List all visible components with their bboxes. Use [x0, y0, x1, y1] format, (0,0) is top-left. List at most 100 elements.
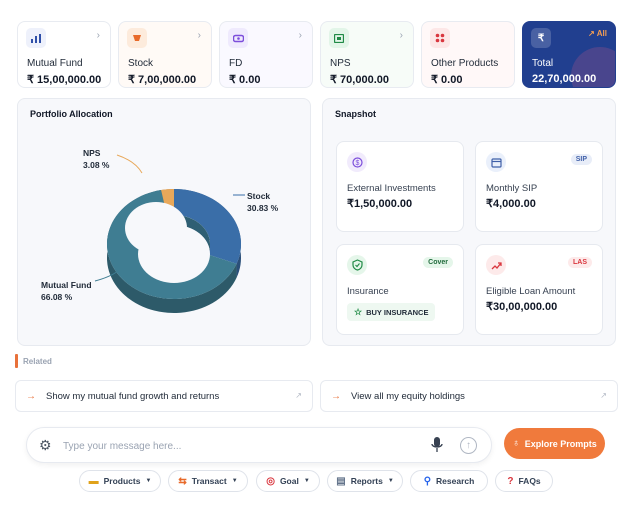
- target-icon: ◎: [266, 475, 275, 487]
- card-label: Total: [532, 58, 554, 69]
- slice-percent-nps: 3.08 %: [83, 160, 110, 170]
- document-icon: ▤: [336, 475, 346, 487]
- chevron-right-icon: ›: [96, 30, 100, 41]
- star-icon: ☆: [354, 306, 363, 317]
- stock-icon: [127, 28, 147, 48]
- send-arrow-icon[interactable]: ↑: [460, 437, 477, 454]
- fd-icon: [228, 28, 248, 48]
- mutual-fund-card[interactable]: › Mutual Fund ₹ 15,00,000.00: [17, 21, 111, 88]
- buy-insurance-button[interactable]: ☆ BUY INSURANCE: [347, 303, 436, 321]
- card-label: Other Products: [431, 58, 499, 69]
- card-label: Stock: [128, 58, 154, 69]
- card-label: NPS: [330, 58, 351, 69]
- view-all-link[interactable]: ↗ All: [588, 29, 607, 38]
- external-link-icon: ↗: [295, 391, 302, 400]
- card-value: ₹ 70,000.00: [330, 74, 389, 86]
- stock-card[interactable]: › Stock ₹ 7,00,000.00: [118, 21, 212, 88]
- card-value: ₹ 0.00: [229, 74, 261, 86]
- chip-label: Products: [103, 476, 141, 486]
- chat-input-bar: ⚙ ↑: [26, 427, 492, 463]
- card-value: ₹ 15,00,000.00: [27, 74, 102, 86]
- chip-label: FAQs: [518, 476, 541, 486]
- slice-percent-stock: 30.83 %: [247, 203, 279, 213]
- transfer-icon: ⇆: [178, 475, 187, 487]
- snapshot-panel: Snapshot $ External Investments ₹1,50,00…: [322, 98, 616, 346]
- suggestion-text: Show my mutual fund growth and returns: [46, 390, 220, 402]
- las-badge: LAS: [568, 257, 592, 268]
- snapshot-label: External Investments: [347, 183, 436, 194]
- grid-icon: [430, 28, 450, 48]
- chip-label: Transact: [191, 476, 227, 486]
- arrow-right-icon: →: [331, 390, 341, 402]
- arrow-right-icon: →: [26, 390, 36, 402]
- snapshot-value: ₹30,00,000.00: [486, 301, 558, 313]
- chevron-right-icon: ›: [399, 30, 403, 41]
- chip-label: Research: [436, 476, 475, 486]
- total-card[interactable]: ₹ ↗ All Total 22,70,000.00: [522, 21, 616, 88]
- lightbulb-icon: ♁: [512, 438, 520, 449]
- slice-label-stock: Stock: [247, 191, 270, 201]
- message-input[interactable]: [63, 436, 393, 456]
- magnifier-icon: ⚲: [423, 475, 432, 487]
- nps-card[interactable]: › NPS ₹ 70,000.00: [320, 21, 414, 88]
- svg-text:$: $: [355, 160, 359, 167]
- cover-badge: Cover: [423, 257, 453, 268]
- suggestion-equity-holdings[interactable]: → View all my equity holdings ↗: [320, 380, 618, 412]
- snapshot-value: ₹4,000.00: [486, 198, 536, 210]
- sip-badge: SIP: [570, 154, 592, 165]
- related-accent-bar: [15, 354, 18, 368]
- external-link-icon: ↗: [600, 391, 607, 400]
- caret-down-icon: ▼: [145, 478, 152, 484]
- research-chip[interactable]: ⚲ Research: [410, 470, 488, 492]
- rupee-icon: ₹: [531, 28, 551, 48]
- card-value: ₹ 0.00: [431, 74, 463, 86]
- suggestion-mutual-fund-growth[interactable]: → Show my mutual fund growth and returns…: [15, 380, 313, 412]
- external-investments-card[interactable]: $ External Investments ₹1,50,000.00: [336, 141, 464, 232]
- fd-card[interactable]: › FD ₹ 0.00: [219, 21, 313, 88]
- chip-label: Goal: [279, 476, 299, 486]
- wallet-icon: ▬: [88, 475, 99, 487]
- calendar-icon: [486, 152, 506, 172]
- card-value: ₹ 7,00,000.00: [128, 74, 197, 86]
- insurance-card[interactable]: Cover Insurance ☆ BUY INSURANCE: [336, 244, 464, 335]
- shield-icon: [347, 255, 367, 275]
- dollar-circle-icon: $: [347, 152, 367, 172]
- eligible-loan-card[interactable]: LAS Eligible Loan Amount ₹30,00,000.00: [475, 244, 603, 335]
- chip-label: Reports: [350, 476, 383, 486]
- caret-down-icon: ▼: [231, 478, 238, 484]
- question-icon: ?: [507, 475, 514, 487]
- card-label: Mutual Fund: [27, 58, 83, 69]
- explore-prompts-button[interactable]: ♁ Explore Prompts: [504, 428, 605, 459]
- caret-down-icon: ▼: [303, 478, 310, 484]
- snapshot-label: Insurance: [347, 286, 389, 297]
- bar-chart-icon: [26, 28, 46, 48]
- buy-insurance-label: BUY INSURANCE: [366, 307, 429, 317]
- trend-up-icon: [486, 255, 506, 275]
- chevron-right-icon: ›: [197, 30, 201, 41]
- nps-icon: [329, 28, 349, 48]
- other-products-card[interactable]: Other Products ₹ 0.00: [421, 21, 515, 88]
- faqs-chip[interactable]: ? FAQs: [495, 470, 553, 492]
- card-label: FD: [229, 58, 243, 69]
- reports-menu-chip[interactable]: ▤ Reports ▼: [327, 470, 403, 492]
- donut-chart: NPS 3.08 % Stock 30.83 % Mutual Fund 66.…: [41, 148, 279, 314]
- slice-label-nps: NPS: [83, 148, 101, 158]
- snapshot-label: Eligible Loan Amount: [486, 286, 576, 297]
- panel-title: Portfolio Allocation: [30, 109, 113, 119]
- donut-slice-stock: [174, 189, 241, 264]
- caret-down-icon: ▼: [387, 478, 394, 484]
- products-menu-chip[interactable]: ▬ Products ▼: [79, 470, 161, 492]
- card-value: 22,70,000.00: [532, 73, 597, 85]
- panel-title: Snapshot: [335, 109, 377, 119]
- related-heading: Related: [23, 357, 52, 366]
- chevron-right-icon: ›: [298, 30, 302, 41]
- suggestion-text: View all my equity holdings: [351, 390, 465, 402]
- goal-menu-chip[interactable]: ◎ Goal ▼: [256, 470, 320, 492]
- monthly-sip-card[interactable]: SIP Monthly SIP ₹4,000.00: [475, 141, 603, 232]
- snapshot-label: Monthly SIP: [486, 183, 538, 194]
- settings-gear-icon[interactable]: ⚙: [39, 437, 52, 453]
- slice-label-mutual-fund: Mutual Fund: [41, 280, 92, 290]
- transact-menu-chip[interactable]: ⇆ Transact ▼: [168, 470, 248, 492]
- explore-prompts-label: Explore Prompts: [524, 438, 597, 449]
- microphone-icon[interactable]: [430, 436, 444, 454]
